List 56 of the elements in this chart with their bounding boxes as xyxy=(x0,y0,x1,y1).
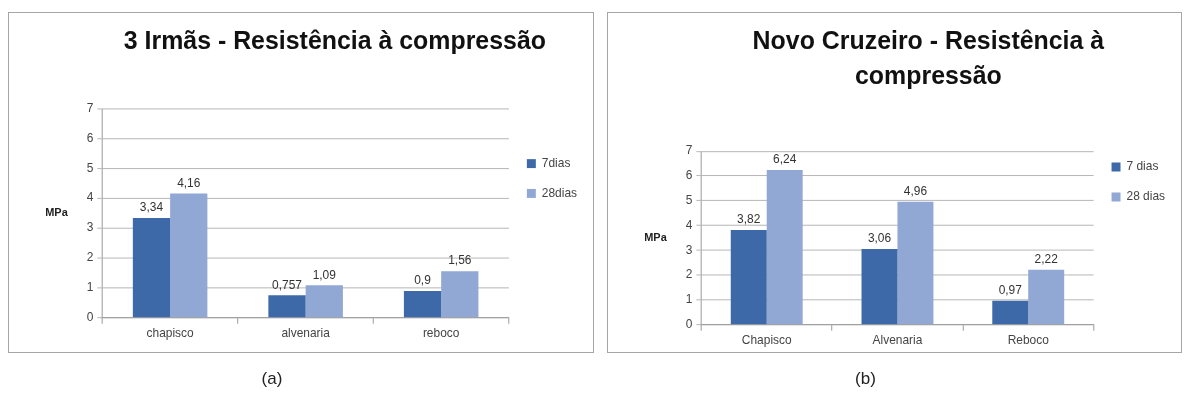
bar xyxy=(897,201,934,325)
legend-label: 7dias xyxy=(541,155,571,170)
y-tick-label: 3 xyxy=(86,220,94,235)
data-label: 3,82 xyxy=(737,212,761,227)
data-label: 1,56 xyxy=(448,253,472,268)
bar xyxy=(992,300,1029,325)
y-tick-label: 7 xyxy=(86,100,94,115)
bar xyxy=(730,230,767,325)
bar xyxy=(305,285,343,318)
y-tick-label: 2 xyxy=(685,267,693,282)
chart-title: 3 Irmãs - Resistência à compressão xyxy=(123,26,546,55)
bar xyxy=(403,290,442,318)
y-tick-label: 5 xyxy=(685,193,693,208)
y-axis-title: MPa xyxy=(644,231,668,243)
y-tick-label: 2 xyxy=(86,250,94,265)
legend-label: 28 dias xyxy=(1126,189,1166,204)
y-tick-label: 7 xyxy=(685,143,693,158)
data-label: 3,06 xyxy=(867,231,892,246)
y-tick-label: 3 xyxy=(685,242,693,257)
x-tick-label: Chapisco xyxy=(741,333,792,348)
data-label: 3,34 xyxy=(139,200,164,215)
bar xyxy=(132,217,171,318)
text: (a) xyxy=(260,369,284,389)
bar xyxy=(766,170,803,325)
x-tick-label: reboco xyxy=(422,326,460,341)
bar xyxy=(861,248,898,325)
bar xyxy=(441,271,479,318)
data-label: 6,24 xyxy=(773,152,797,167)
bar xyxy=(1028,269,1065,325)
x-tick-label: Reboco xyxy=(1007,333,1050,348)
text: (b) xyxy=(854,369,877,389)
chart-title: Novo Cruzeiro - Resistência à compressão xyxy=(752,26,1105,89)
data-label: 1,09 xyxy=(312,267,337,282)
legend-label: 7 dias xyxy=(1126,159,1159,174)
y-tick-label: 4 xyxy=(685,217,693,232)
legend-label: 28dias xyxy=(541,185,578,200)
y-tick-label: 4 xyxy=(86,190,94,205)
y-tick-label: 6 xyxy=(86,130,94,145)
bar xyxy=(170,193,208,318)
x-tick-label: alvenaria xyxy=(281,326,331,341)
bar xyxy=(268,295,306,318)
x-tick-label: Alvenaria xyxy=(872,333,923,348)
data-label: 2,22 xyxy=(1034,252,1059,267)
x-tick-label: chapisco xyxy=(146,326,195,341)
data-label: 4,96 xyxy=(903,184,928,199)
y-tick-label: 1 xyxy=(685,292,693,307)
y-tick-label: 5 xyxy=(86,160,94,175)
y-axis-title: MPa xyxy=(45,206,69,219)
y-tick-label: 1 xyxy=(86,280,94,295)
y-tick-label: 0 xyxy=(685,317,693,332)
data-label: 4,16 xyxy=(177,175,201,190)
data-label: 0,757 xyxy=(272,277,303,292)
data-label: 0,97 xyxy=(998,283,1023,298)
y-tick-label: 0 xyxy=(86,310,94,325)
y-tick-label: 6 xyxy=(685,168,693,183)
data-label: 0,9 xyxy=(414,273,432,288)
